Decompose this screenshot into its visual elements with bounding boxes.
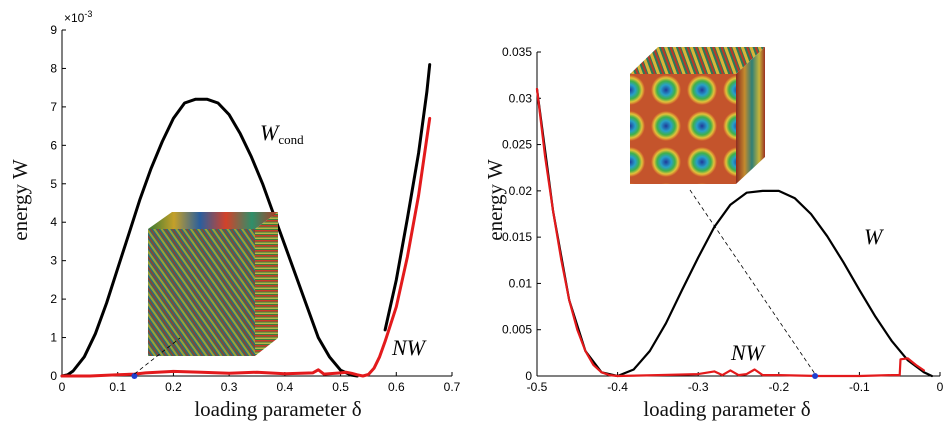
x-axis-label: loading parameter δ [643, 397, 810, 421]
inset-leader-line [134, 337, 181, 375]
x-tick-label: 0.2 [165, 380, 182, 394]
y-tick-label: 0.03 [509, 91, 533, 105]
annotation-nw: NW [730, 340, 766, 365]
left-axes [61, 29, 453, 377]
x-tick-label: -0.2 [768, 380, 789, 394]
x-tick-label: -0.4 [607, 380, 628, 394]
y-tick-label: 7 [50, 100, 57, 114]
y-tick-label: 0.015 [502, 230, 532, 244]
y-tick-label: 1 [50, 331, 57, 345]
y-tick-label: 3 [50, 254, 57, 268]
y-tick-label: 0 [50, 369, 57, 383]
x-tick-label: 0.1 [109, 380, 126, 394]
x-tick-label: 0.3 [221, 380, 238, 394]
annotation-w-cond: Wcond [260, 120, 304, 147]
inset-cube-cells [630, 47, 765, 184]
y-tick-label: 8 [50, 61, 57, 75]
y-tick-label: 0.02 [509, 184, 533, 198]
y-tick-label: 0.005 [502, 323, 532, 337]
series-line-1 [535, 87, 926, 378]
x-tick-label: -0.5 [527, 380, 548, 394]
y-tick-label: 6 [50, 138, 57, 152]
inset-leader-line [689, 189, 816, 375]
series-line-0 [60, 97, 359, 378]
annotation-nw: NW [391, 335, 427, 360]
left-series [60, 63, 432, 379]
x-tick-label: 0 [59, 380, 66, 394]
y-exponent-label: ×10-3 [64, 9, 92, 25]
right-chart: -0.5 -0.4 -0.3 -0.2 -0.1 0 0 0.005 0.01 0.015 0.02… [483, 45, 944, 421]
x-axis-label: loading parameter δ [194, 397, 361, 421]
x-tick-label: 0.5 [332, 380, 349, 394]
series-line-1 [383, 63, 432, 332]
left-tick-labels: 0 0.1 0.2 0.3 0.4 0.5 0.6 0.7 0 1 2 3 4 5 6 7 8 9 [50, 23, 460, 394]
x-tick-label: -0.3 [688, 380, 709, 394]
highlight-point [812, 373, 819, 379]
y-tick-label: 5 [50, 177, 57, 191]
right-tick-labels: -0.5 -0.4 -0.3 -0.2 -0.1 0 0 0.005 0.01 0.015 0.02… [502, 45, 944, 394]
x-tick-label: 0.6 [388, 380, 405, 394]
y-tick-label: 9 [50, 23, 57, 37]
x-tick-label: 0.4 [277, 380, 294, 394]
y-tick-label: 0.01 [509, 276, 533, 290]
y-tick-label: 0.025 [502, 138, 532, 152]
y-tick-label: 2 [50, 292, 57, 306]
inset-cube-texture [148, 212, 278, 356]
highlight-point [131, 373, 138, 379]
y-axis-label: energy W [483, 159, 507, 241]
x-tick-label: -0.1 [849, 380, 870, 394]
y-axis-label: energy W [8, 159, 32, 241]
left-chart: 0 0.1 0.2 0.3 0.4 0.5 0.6 0.7 0 1 2 3 4 5 6 7 8 9 ×10-3 l… [8, 9, 461, 421]
y-tick-label: 4 [50, 215, 57, 229]
right-series [535, 87, 934, 379]
annotation-w: W [864, 224, 884, 249]
x-tick-label: 0.7 [444, 380, 461, 394]
series-line-2 [60, 116, 432, 378]
x-tick-label: 0 [937, 380, 944, 394]
y-tick-label: 0.035 [502, 45, 532, 59]
y-tick-label: 0 [525, 369, 532, 383]
